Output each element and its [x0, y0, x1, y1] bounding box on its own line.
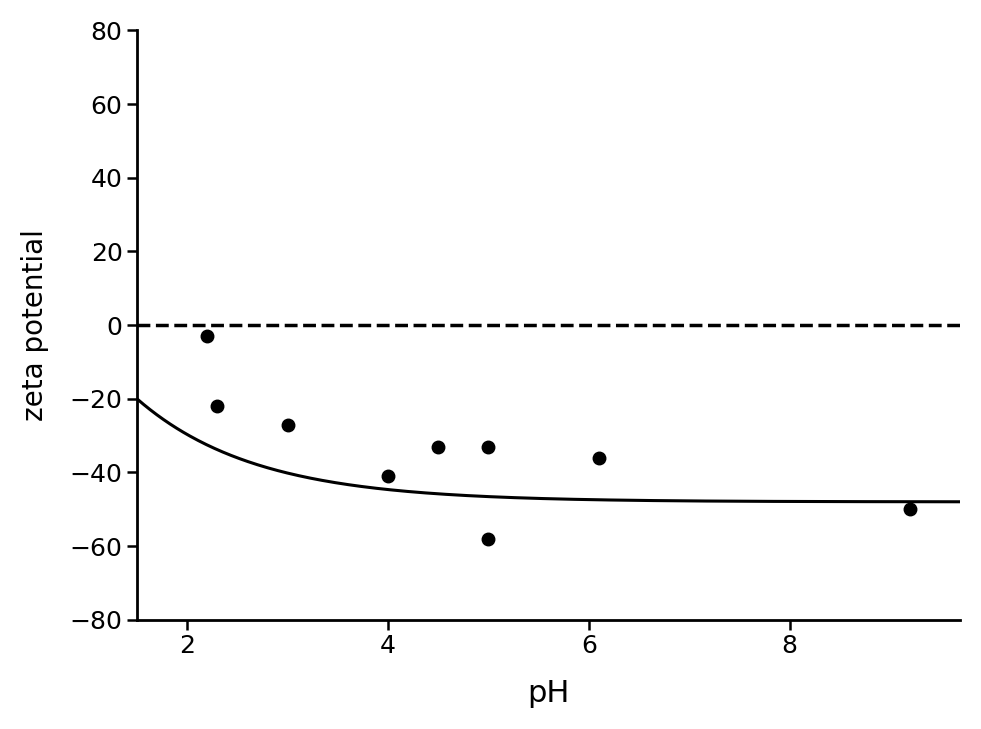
Point [903, 504, 918, 515]
Point [591, 452, 606, 464]
Point [210, 400, 226, 412]
Point [431, 441, 446, 453]
Point [280, 418, 295, 430]
X-axis label: pH: pH [528, 679, 570, 708]
Point [381, 470, 396, 482]
Point [199, 330, 215, 342]
Point [481, 441, 496, 453]
Y-axis label: zeta potential: zeta potential [21, 229, 49, 421]
Point [481, 533, 496, 545]
